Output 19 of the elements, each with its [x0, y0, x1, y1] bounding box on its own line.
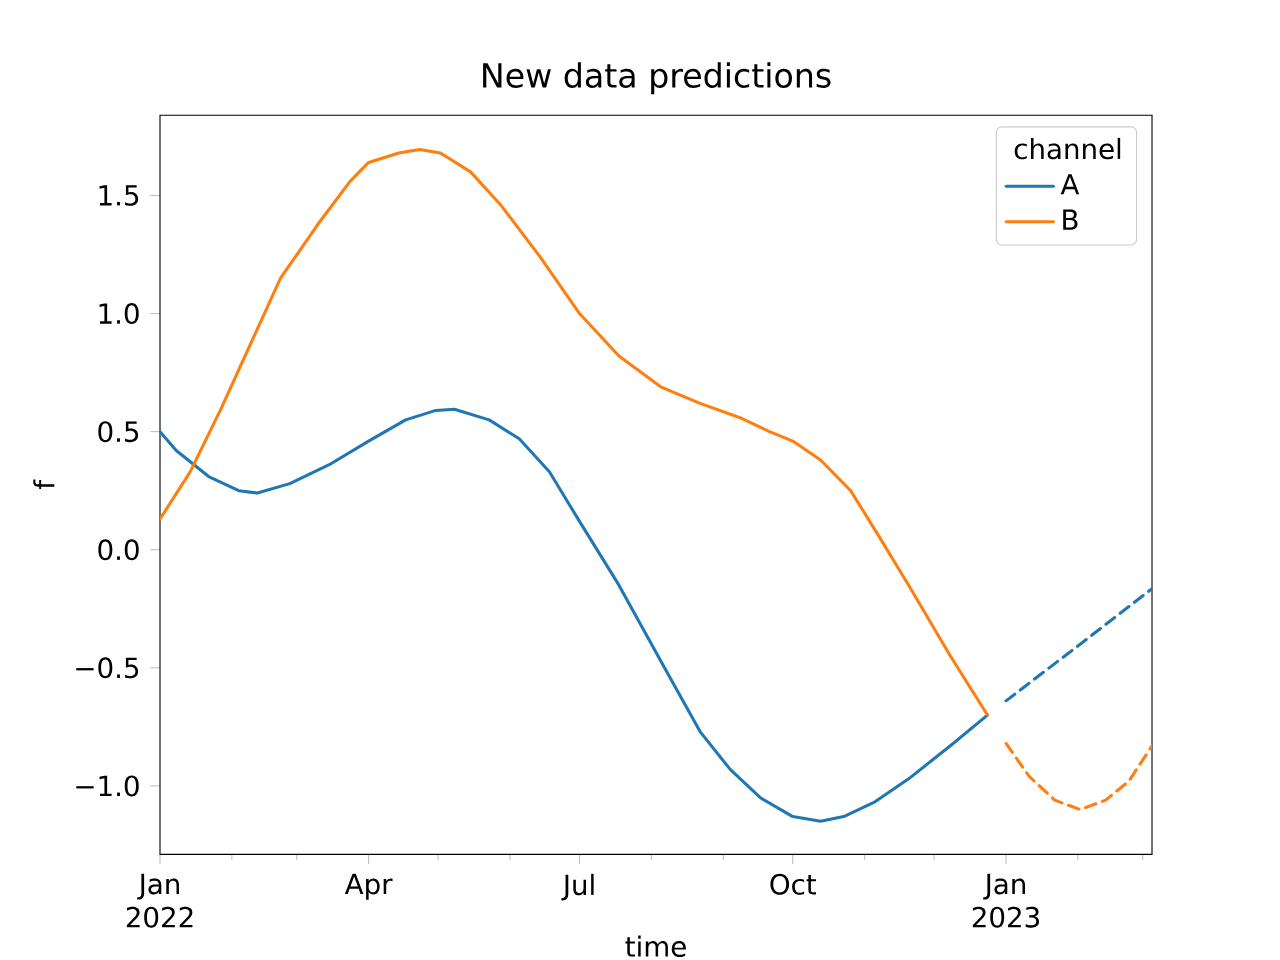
x-tick-label: Jan 2022 — [126, 873, 193, 928]
chart-title: New data predictions — [483, 62, 831, 95]
y-tick-label: 0.0 — [98, 539, 139, 561]
x-axis-title: time — [625, 935, 686, 957]
y-tick-label: 1.0 — [99, 303, 139, 325]
legend-label: B — [1063, 209, 1078, 230]
x-tick-label: Jul — [561, 873, 594, 901]
y-tick-label: −0.5 — [76, 657, 139, 679]
y-tick-label: −1.0 — [76, 775, 139, 797]
x-tick-label: Oct — [770, 873, 817, 895]
x-tick-label: Jan 2023 — [972, 873, 1039, 928]
y-tick-label: 1.5 — [99, 185, 139, 206]
line-series — [160, 407, 989, 823]
legend-label: A — [1060, 174, 1080, 195]
y-axis-title: f — [33, 479, 55, 490]
y-tick-label: 0.5 — [98, 421, 139, 443]
line-series — [1004, 741, 1153, 812]
x-tick-label: Apr — [344, 873, 393, 900]
legend-title: channel — [1014, 137, 1121, 160]
